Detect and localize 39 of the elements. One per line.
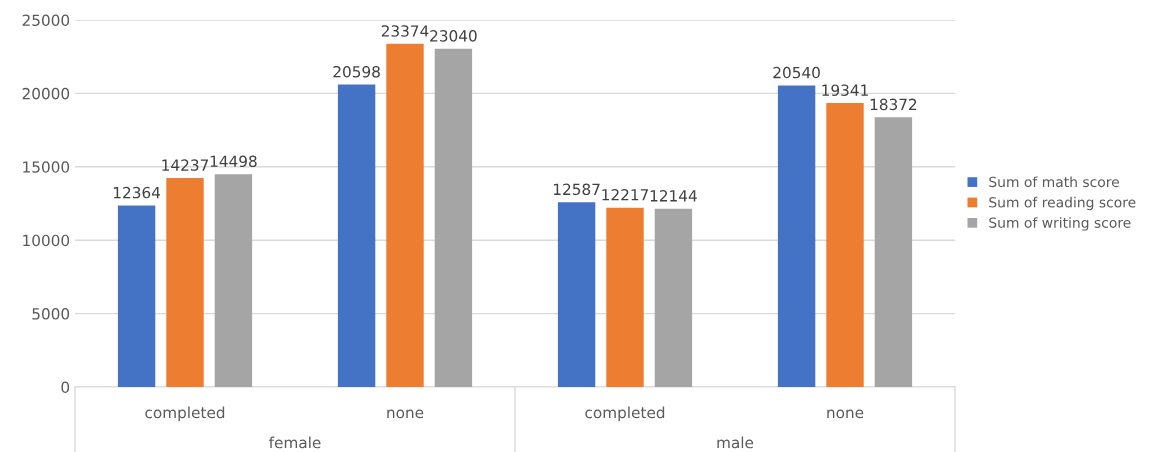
legend-label: Sum of reading score [989, 196, 1136, 211]
bar [826, 103, 864, 387]
data-label: 12144 [650, 190, 697, 202]
data-label: 12587 [553, 183, 600, 196]
y-tick-label: 15000 [23, 161, 70, 173]
x-tick-label: completed [145, 406, 225, 422]
legend-label: Sum of writing score [989, 217, 1131, 231]
x-tick-label: completed [585, 406, 665, 422]
text: male [717, 436, 754, 449]
data-label: 23040 [430, 30, 477, 42]
bar [166, 178, 204, 387]
bar [434, 48, 473, 387]
data-label: 14237 [162, 159, 208, 171]
data-label: 18372 [870, 98, 917, 111]
legend-label: Sum of math score [989, 176, 1119, 188]
x-tick-label: none [827, 409, 864, 419]
data-label: 20540 [773, 66, 820, 79]
data-label: 23374 [381, 25, 429, 37]
bar [654, 208, 693, 387]
bar [337, 84, 376, 387]
y-tick-label: 20000 [22, 87, 70, 100]
y-tick-label: 5000 [32, 308, 70, 320]
y-tick-label: 10000 [23, 234, 70, 247]
data-label: 12364 [113, 186, 161, 199]
bar [386, 43, 424, 387]
bar [606, 207, 644, 387]
bar [117, 205, 156, 387]
y-tick-label: 0 [61, 381, 70, 394]
bar [874, 117, 913, 387]
data-label: 19341 [822, 84, 868, 96]
data-label: 12217 [602, 188, 648, 201]
bar [777, 85, 816, 387]
bar [214, 174, 253, 387]
y-tick-label: 25000 [22, 14, 70, 27]
data-label: 20598 [333, 65, 380, 78]
x-tick-label: none [387, 409, 424, 419]
text: female [269, 436, 321, 449]
data-label: 14498 [210, 155, 257, 168]
bar [557, 202, 596, 387]
